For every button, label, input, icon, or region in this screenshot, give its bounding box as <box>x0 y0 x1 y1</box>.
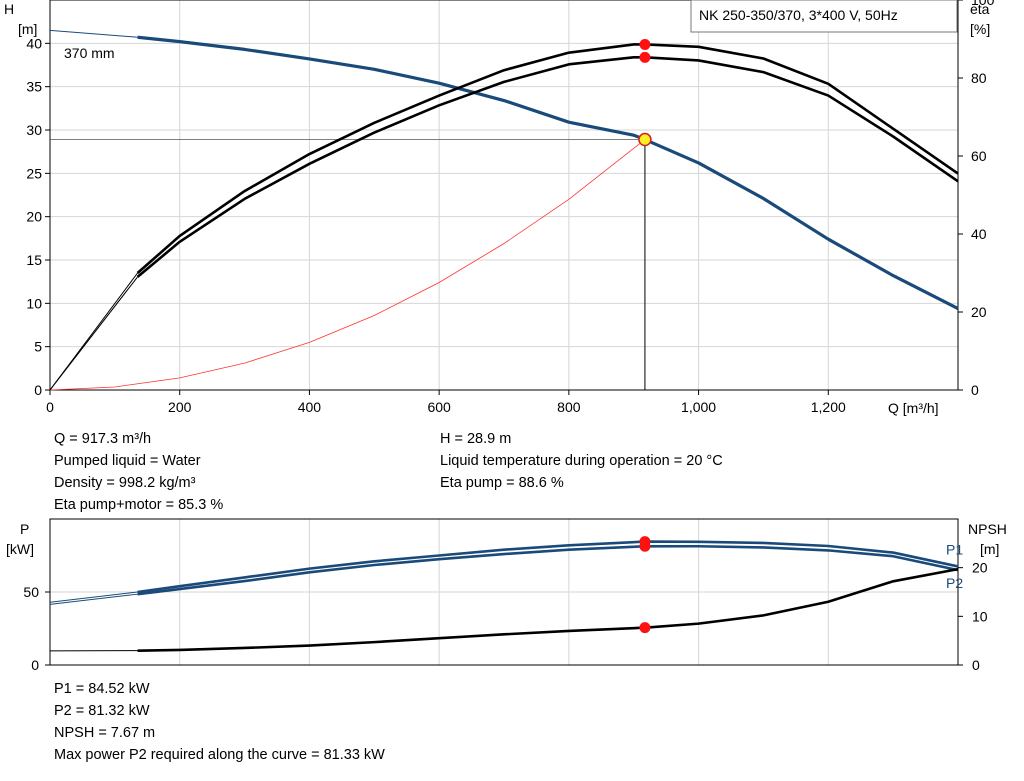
p1-curve <box>137 540 959 594</box>
y-tick-label-right: 20 <box>971 304 987 320</box>
y-tick-label-left: 15 <box>26 252 42 268</box>
y-axis-label-left-unit: [m] <box>18 21 37 37</box>
power-operating-marker <box>639 540 651 552</box>
y-tick-label-right: 80 <box>971 70 987 86</box>
readout-eta-pump: Eta pump = 88.6 % <box>440 475 564 491</box>
y-tick-label-left: 40 <box>26 35 42 51</box>
eta-pump-motor-curve <box>136 56 959 278</box>
readout-p1: P1 = 84.52 kW <box>54 681 150 697</box>
series-label-p2: P2 <box>946 575 963 591</box>
y-tick-label-right: 0 <box>972 657 980 673</box>
x-tick-label: 800 <box>557 399 581 415</box>
readout-temperature: Liquid temperature during operation = 20… <box>440 453 723 469</box>
readout-upper-right: H = 28.9 m Liquid temperature during ope… <box>440 428 723 494</box>
y-axis-label-right-name: eta <box>970 1 990 17</box>
readout-max-power: Max power P2 required along the curve = … <box>54 747 385 763</box>
chart-title: NK 250-350/370, 3*400 V, 50Hz <box>699 7 898 23</box>
system-curve <box>49 139 646 391</box>
x-tick-label: 0 <box>46 399 54 415</box>
p2-curve-extension <box>49 593 138 605</box>
series-label-p1: P1 <box>946 541 963 557</box>
x-tick-label: 200 <box>168 399 192 415</box>
y-tick-label-right: 20 <box>972 560 988 576</box>
y-tick-label-left: 30 <box>26 122 42 138</box>
readout-p2: P2 = 81.32 kW <box>54 703 150 719</box>
y-tick-label-right: 10 <box>972 608 988 624</box>
y-axis-label-left-name: P <box>20 521 29 537</box>
readout-npsh: NPSH = 7.67 m <box>54 725 156 741</box>
y-tick-label-left: 0 <box>31 657 39 673</box>
x-tick-label: 1,000 <box>681 399 716 415</box>
eta-operating-marker <box>639 51 651 63</box>
title-box <box>690 0 958 33</box>
duty-point-marker <box>638 132 652 147</box>
y-tick-label-right: 100 <box>971 0 995 8</box>
eta-pump-curve-extension <box>49 272 138 391</box>
p2-curve <box>137 544 959 596</box>
head-curve-extension <box>49 29 138 38</box>
y-tick-label-left: 0 <box>34 382 42 398</box>
y-tick-label-right: 60 <box>971 148 987 164</box>
readout-upper-left: Q = 917.3 m³/h Pumped liquid = Water Den… <box>54 428 223 516</box>
impeller-label: 370 mm <box>64 45 115 61</box>
y-tick-label-left: 50 <box>23 584 39 600</box>
x-axis-label: Q [m³/h] <box>888 400 939 416</box>
y-axis-label-left-unit: [kW] <box>6 541 34 557</box>
plot-frame <box>49 0 959 391</box>
x-tick-label: 600 <box>427 399 451 415</box>
npsh-curve <box>137 567 959 652</box>
readout-head: H = 28.9 m <box>440 431 512 447</box>
y-tick-label-left: 25 <box>26 165 42 181</box>
readout-liquid: Pumped liquid = Water <box>54 453 201 469</box>
y-tick-label-left: 5 <box>34 339 42 355</box>
readout-density: Density = 998.2 kg/m³ <box>54 475 196 491</box>
p1-curve-extension <box>49 591 138 603</box>
readout-flow: Q = 917.3 m³/h <box>54 431 152 447</box>
eta-operating-marker <box>639 38 651 50</box>
eta-pump-curve <box>136 43 959 274</box>
y-axis-label-left-name: H <box>4 1 14 17</box>
y-axis-label-right-unit: [m] <box>980 541 999 557</box>
x-tick-label: 400 <box>298 399 322 415</box>
y-tick-label-right: 40 <box>971 226 987 242</box>
y-axis-label-right-name: NPSH <box>968 521 1007 537</box>
y-tick-label-left: 35 <box>26 79 42 95</box>
y-tick-label-left: 10 <box>26 295 42 311</box>
readout-lower: P1 = 84.52 kW P2 = 81.32 kW NPSH = 7.67 … <box>54 678 385 766</box>
y-tick-label-left: 20 <box>26 209 42 225</box>
y-tick-label-right: 0 <box>971 382 979 398</box>
y-axis-label-right-unit: [%] <box>970 21 990 37</box>
npsh-operating-marker <box>639 622 651 634</box>
head-curve <box>137 35 959 310</box>
readout-eta-pump-motor: Eta pump+motor = 85.3 % <box>54 497 224 513</box>
x-tick-label: 1,200 <box>811 399 846 415</box>
